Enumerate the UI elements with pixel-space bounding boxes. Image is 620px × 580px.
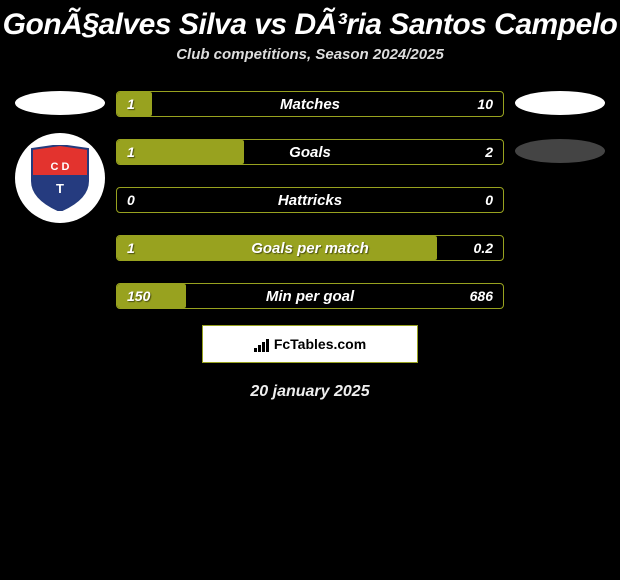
- page-title: GonÃ§alves Silva vs DÃ³ria Santos Campel…: [0, 0, 620, 46]
- stat-right-value: 0: [475, 192, 503, 208]
- comparison-infographic: GonÃ§alves Silva vs DÃ³ria Santos Campel…: [0, 0, 620, 401]
- stat-row: 1 Goals 2: [116, 139, 504, 165]
- date-text: 20 january 2025: [0, 383, 620, 401]
- stat-label: Goals per match: [251, 240, 369, 257]
- shield-icon: C D T: [30, 145, 90, 211]
- stat-right-value: 2: [475, 144, 503, 160]
- stat-row: 0 Hattricks 0: [116, 187, 504, 213]
- page-subtitle: Club competitions, Season 2024/2025: [0, 46, 620, 63]
- svg-text:C D: C D: [51, 161, 70, 173]
- stat-right-value: 0.2: [464, 240, 503, 256]
- brand-text: FcTables.com: [274, 336, 366, 352]
- stat-label: Min per goal: [266, 288, 354, 305]
- svg-text:T: T: [56, 181, 64, 196]
- stat-left-value: 0: [117, 192, 145, 208]
- brand-box: FcTables.com: [202, 325, 418, 363]
- stat-row: 1 Matches 10: [116, 91, 504, 117]
- left-team-column: C D T: [10, 91, 110, 223]
- right-team-ellipse-1: [515, 91, 605, 115]
- stat-label: Hattricks: [278, 192, 342, 209]
- stat-label: Goals: [289, 144, 331, 161]
- stat-left-value: 1: [117, 144, 145, 160]
- content-row: C D T 1 Matches 10 1 Goals 2 0 Hattricks 0 1 Goals…: [0, 91, 620, 309]
- stats-column: 1 Matches 10 1 Goals 2 0 Hattricks 0 1 Goals per m…: [110, 91, 510, 309]
- stat-left-value: 1: [117, 240, 145, 256]
- right-team-ellipse-2: [515, 139, 605, 163]
- stat-right-value: 10: [467, 96, 503, 112]
- stat-row: 150 Min per goal 686: [116, 283, 504, 309]
- left-team-ellipse: [15, 91, 105, 115]
- right-team-column: [510, 91, 610, 163]
- stat-right-value: 686: [460, 288, 503, 304]
- stat-left-value: 150: [117, 288, 160, 304]
- stat-left-value: 1: [117, 96, 145, 112]
- stat-label: Matches: [280, 96, 340, 113]
- left-team-badge: C D T: [15, 133, 105, 223]
- footer: FcTables.com 20 january 2025: [0, 325, 620, 401]
- stat-row: 1 Goals per match 0.2: [116, 235, 504, 261]
